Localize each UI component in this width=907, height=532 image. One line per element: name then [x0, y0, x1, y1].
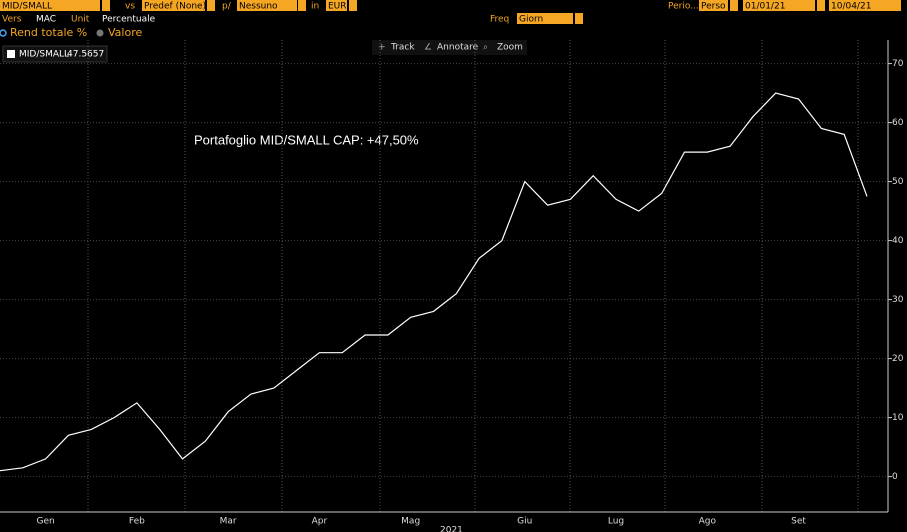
- vers[interactable]: MAC: [36, 15, 56, 25]
- dropdown[interactable]: [207, 0, 215, 11]
- legend-value: 47.5657: [67, 50, 104, 60]
- label: in: [311, 2, 319, 12]
- tool-button[interactable]: Zoom: [497, 43, 523, 53]
- y-tick-label: 10: [892, 413, 904, 423]
- start-field[interactable]: [743, 0, 815, 11]
- security-field[interactable]: [0, 0, 100, 11]
- y-tick-label: 20: [892, 354, 904, 364]
- y-tick-label: 30: [892, 295, 904, 305]
- per-field[interactable]: [237, 0, 297, 11]
- y-tick-label: 70: [892, 59, 904, 69]
- x-tick-label: Apr: [312, 517, 328, 527]
- tool-button[interactable]: Track: [390, 43, 415, 53]
- label: Freq: [490, 15, 509, 25]
- end-date[interactable]: 10/04/21: [831, 2, 871, 12]
- label: vs: [125, 2, 135, 12]
- radio-selected[interactable]: [0, 29, 7, 37]
- period-field[interactable]: [699, 0, 728, 11]
- legend-label: MID/SMALL: [19, 50, 69, 60]
- security[interactable]: MID/SMALL: [2, 2, 52, 12]
- x-tick-label: Set: [791, 517, 806, 527]
- icon: ⌕: [483, 43, 488, 53]
- y-tick-label: 50: [892, 177, 904, 187]
- per[interactable]: Nessuno: [239, 2, 278, 12]
- dropdown[interactable]: [817, 0, 825, 11]
- chart-toolbar: [372, 40, 527, 55]
- benchmark-field[interactable]: [142, 0, 205, 11]
- start-date[interactable]: 01/01/21: [745, 2, 785, 12]
- freq[interactable]: Giorn: [519, 15, 543, 25]
- label: Unit: [71, 15, 90, 25]
- label: p/: [222, 2, 232, 12]
- dropdown[interactable]: [102, 0, 110, 11]
- benchmark[interactable]: Predef (None): [144, 2, 206, 12]
- dropdown[interactable]: [349, 0, 357, 11]
- label: Vers: [2, 15, 22, 25]
- unit[interactable]: Percentuale: [102, 15, 156, 25]
- x-axis-year: 2021: [440, 526, 463, 532]
- icon: +: [378, 43, 386, 53]
- icon: ∠: [424, 43, 432, 53]
- label: Perio...: [668, 2, 699, 12]
- end-field[interactable]: [829, 0, 901, 11]
- option[interactable]: Rend totale %: [10, 26, 87, 39]
- x-tick-label: Mag: [401, 517, 420, 527]
- freq-field[interactable]: [517, 13, 573, 24]
- x-tick-label: Feb: [129, 517, 145, 527]
- currency[interactable]: EUR: [328, 2, 347, 12]
- annotation: Portafoglio MID/SMALL CAP: +47,50%: [194, 132, 419, 147]
- y-tick-label: 0: [892, 472, 898, 482]
- legend: [2, 45, 108, 63]
- line: [0, 92, 868, 472]
- radio[interactable]: [96, 29, 104, 37]
- x-tick-label: Lug: [608, 517, 624, 527]
- plot: 0 10 20 30 40 50 60 70 Gen Feb Mar Apr Mag Giu Lug Ago S…: [0, 40, 904, 527]
- tool-button[interactable]: Annotare: [437, 43, 479, 53]
- period[interactable]: Perso: [701, 2, 726, 12]
- dropdown[interactable]: [298, 0, 306, 11]
- dropdown[interactable]: [575, 13, 583, 24]
- x-tick-label: Ago: [699, 517, 717, 527]
- x-tick-label: Mar: [220, 517, 237, 527]
- y-tick-label: 60: [892, 118, 904, 128]
- x-tick-label: Giu: [517, 517, 532, 527]
- option[interactable]: Valore: [108, 26, 142, 39]
- x-tick-label: Gen: [37, 517, 55, 527]
- legend-swatch: [7, 50, 15, 58]
- dropdown[interactable]: [730, 0, 738, 11]
- y-tick-label: 40: [892, 236, 904, 246]
- currency-field[interactable]: [326, 0, 347, 11]
